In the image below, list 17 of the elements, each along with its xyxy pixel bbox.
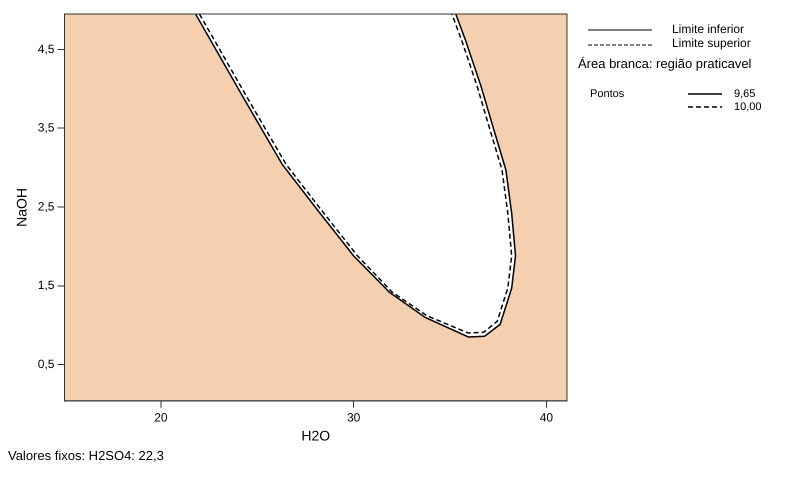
y-tick-label: 0,5 — [38, 356, 55, 371]
x-axis-title: H2O — [301, 427, 330, 444]
text: Valores fixos: H2SO4: 22,3 — [8, 448, 164, 463]
y-tick-label: 2,5 — [38, 199, 55, 214]
legend-label: 10,00 — [734, 101, 762, 113]
legend-label: 9,65 — [734, 88, 756, 100]
text: Limite superior — [672, 36, 751, 50]
x-tick-label: 30 — [346, 410, 361, 424]
text: Área branca: região praticavel — [578, 56, 752, 71]
x-tick-label: 20 — [154, 410, 168, 424]
y-axis-title: NaOH — [13, 188, 30, 227]
y-tick-label: 1,5 — [38, 278, 55, 292]
legend-title: Pontos — [590, 88, 624, 100]
text: Limite inferior — [672, 22, 744, 36]
y-tick-label: 4,5 — [38, 42, 55, 56]
x-tick-label: 40 — [540, 410, 554, 424]
y-tick-label: 3,5 — [38, 120, 55, 135]
